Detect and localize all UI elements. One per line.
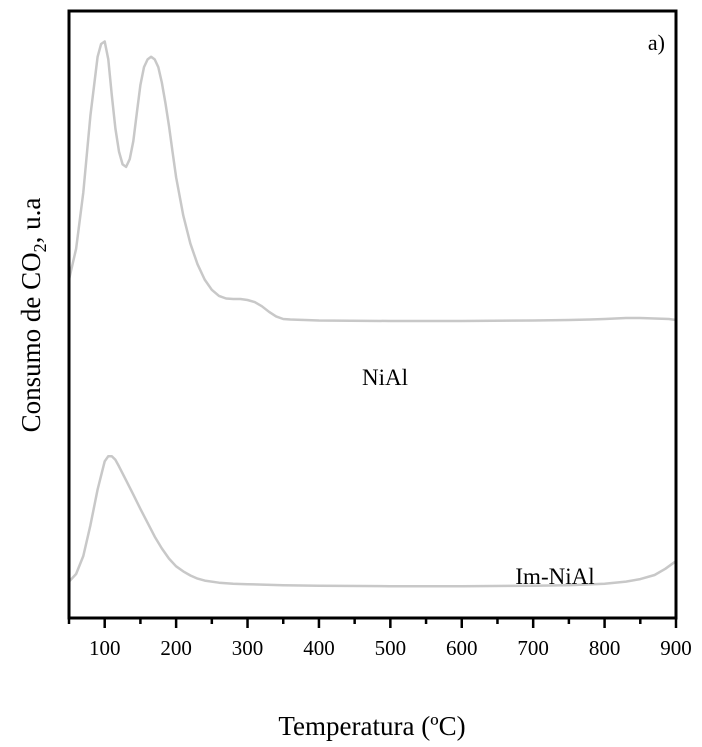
x-tick-label-100: 100 xyxy=(89,636,121,660)
x-tick-label-500: 500 xyxy=(375,636,407,660)
panel-label: a) xyxy=(648,30,665,55)
y-axis-title-subscript: 2 xyxy=(30,243,50,252)
x-tick-label-800: 800 xyxy=(589,636,621,660)
tick-layer: 100 200 300 400 500 600 700 800 900 xyxy=(67,618,692,660)
series-line-im-nial xyxy=(68,454,677,588)
x-tick-label-400: 400 xyxy=(303,636,335,660)
x-axis-title: Temperatura (ºC) xyxy=(278,711,465,741)
x-tick-label-300: 300 xyxy=(232,636,264,660)
x-tick-label-200: 200 xyxy=(160,636,192,660)
x-tick-label-900: 900 xyxy=(660,636,692,660)
plot-frame xyxy=(67,9,678,620)
y-axis-title-main: Consumo de CO xyxy=(16,252,46,432)
series-layer: NiAl Im-NiAl xyxy=(67,40,677,589)
x-tick-label-600: 600 xyxy=(446,636,478,660)
y-axis-title-suffix: , u.a xyxy=(16,198,46,244)
series-label-nial: NiAl xyxy=(362,365,408,390)
x-tick-label-700: 700 xyxy=(517,636,549,660)
series-line-nial xyxy=(67,40,677,323)
series-label-im-nial: Im-NiAl xyxy=(515,564,594,589)
y-axis-title: Consumo de CO2, u.a xyxy=(16,198,50,433)
